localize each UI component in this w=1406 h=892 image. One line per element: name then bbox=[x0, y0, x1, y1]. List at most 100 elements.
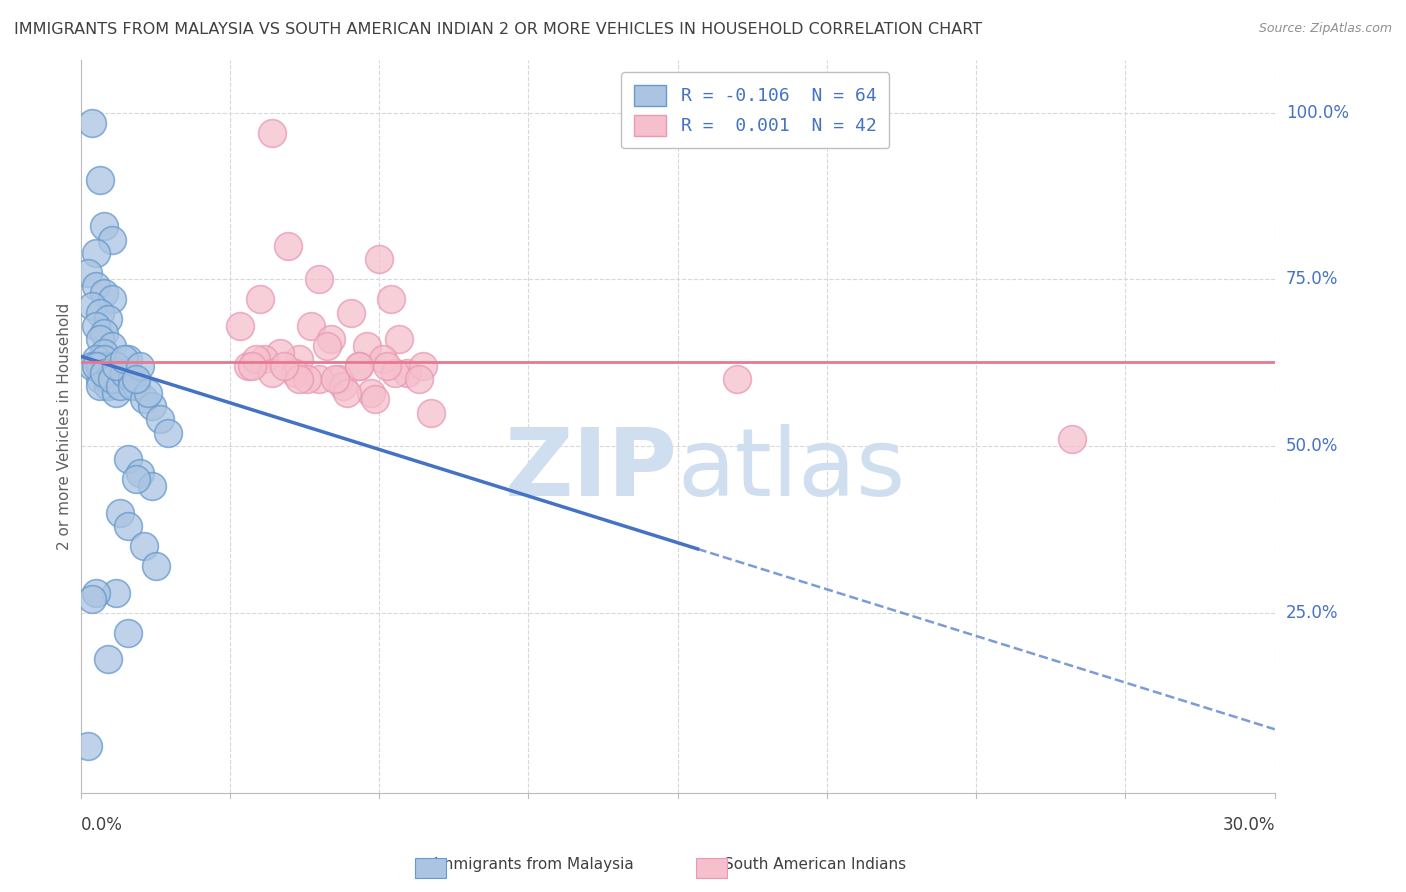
Point bbox=[93, 352, 115, 367]
Point bbox=[245, 352, 267, 367]
Point bbox=[82, 592, 104, 607]
Point bbox=[347, 359, 370, 373]
Point bbox=[288, 352, 311, 367]
Point bbox=[110, 506, 132, 520]
Point bbox=[110, 379, 132, 393]
Point bbox=[284, 366, 307, 380]
Point bbox=[86, 585, 108, 599]
Point bbox=[229, 319, 252, 334]
Point bbox=[97, 379, 120, 393]
Point bbox=[252, 352, 274, 367]
Text: ZIP: ZIP bbox=[505, 424, 678, 516]
Point bbox=[101, 233, 124, 247]
Point bbox=[371, 352, 394, 367]
Point bbox=[93, 219, 115, 234]
Point bbox=[77, 739, 100, 753]
Point bbox=[105, 385, 128, 400]
Y-axis label: 2 or more Vehicles in Household: 2 or more Vehicles in Household bbox=[58, 302, 72, 549]
Point bbox=[112, 366, 135, 380]
Point bbox=[105, 366, 128, 380]
Point bbox=[134, 539, 156, 553]
Point bbox=[117, 625, 139, 640]
Point bbox=[101, 339, 124, 353]
Point bbox=[129, 466, 152, 480]
Point bbox=[308, 372, 330, 386]
Point bbox=[328, 372, 350, 386]
Point bbox=[121, 379, 143, 393]
Point bbox=[97, 359, 120, 373]
Point bbox=[125, 372, 148, 386]
Point bbox=[82, 116, 104, 130]
Text: Source: ZipAtlas.com: Source: ZipAtlas.com bbox=[1258, 22, 1392, 36]
Point bbox=[408, 372, 430, 386]
Point bbox=[89, 379, 111, 393]
Point bbox=[249, 293, 271, 307]
Point bbox=[299, 319, 322, 334]
Point bbox=[297, 372, 319, 386]
Point bbox=[86, 245, 108, 260]
Point bbox=[157, 425, 180, 440]
Point bbox=[364, 392, 387, 407]
Point bbox=[97, 372, 120, 386]
Text: South American Indians: South American Indians bbox=[724, 857, 907, 872]
Point bbox=[93, 345, 115, 359]
Point bbox=[340, 306, 363, 320]
Point bbox=[93, 366, 115, 380]
Point bbox=[136, 385, 159, 400]
Text: 75.0%: 75.0% bbox=[1286, 270, 1339, 288]
Legend: R = -0.106  N = 64, R =  0.001  N = 42: R = -0.106 N = 64, R = 0.001 N = 42 bbox=[621, 72, 889, 148]
Text: atlas: atlas bbox=[678, 424, 905, 516]
Point bbox=[117, 352, 139, 367]
Point bbox=[101, 366, 124, 380]
Point bbox=[332, 379, 354, 393]
Point bbox=[86, 279, 108, 293]
Point bbox=[149, 412, 172, 426]
Point bbox=[269, 345, 291, 359]
Point bbox=[112, 352, 135, 367]
Point bbox=[288, 372, 311, 386]
Point bbox=[273, 359, 295, 373]
Point bbox=[97, 312, 120, 326]
Point bbox=[276, 239, 298, 253]
Point bbox=[141, 479, 163, 493]
Point bbox=[316, 339, 339, 353]
Text: 50.0%: 50.0% bbox=[1286, 437, 1339, 455]
Point bbox=[380, 293, 402, 307]
Point bbox=[360, 385, 382, 400]
Point bbox=[82, 299, 104, 313]
Point bbox=[323, 372, 346, 386]
Point bbox=[105, 585, 128, 599]
Point bbox=[89, 359, 111, 373]
Point bbox=[347, 359, 370, 373]
Point bbox=[97, 652, 120, 666]
Point bbox=[260, 126, 283, 140]
Point bbox=[336, 385, 359, 400]
Point bbox=[93, 326, 115, 340]
Point bbox=[308, 272, 330, 286]
Point bbox=[105, 372, 128, 386]
Point bbox=[384, 366, 406, 380]
Text: 25.0%: 25.0% bbox=[1286, 604, 1339, 622]
Point bbox=[356, 339, 378, 353]
Point bbox=[77, 266, 100, 280]
Point bbox=[412, 359, 434, 373]
Point bbox=[141, 399, 163, 413]
Point bbox=[145, 559, 167, 574]
Point bbox=[129, 359, 152, 373]
Point bbox=[93, 366, 115, 380]
Point bbox=[117, 519, 139, 533]
Text: Immigrants from Malaysia: Immigrants from Malaysia bbox=[434, 857, 634, 872]
Point bbox=[105, 359, 128, 373]
Point bbox=[419, 406, 441, 420]
Point bbox=[97, 379, 120, 393]
Point bbox=[86, 359, 108, 373]
Point bbox=[134, 392, 156, 407]
Point bbox=[240, 359, 263, 373]
Point bbox=[101, 372, 124, 386]
Point bbox=[125, 379, 148, 393]
Point bbox=[321, 333, 343, 347]
Text: IMMIGRANTS FROM MALAYSIA VS SOUTH AMERICAN INDIAN 2 OR MORE VEHICLES IN HOUSEHOL: IMMIGRANTS FROM MALAYSIA VS SOUTH AMERIC… bbox=[14, 22, 983, 37]
Point bbox=[89, 172, 111, 186]
Point bbox=[89, 372, 111, 386]
Point bbox=[89, 333, 111, 347]
